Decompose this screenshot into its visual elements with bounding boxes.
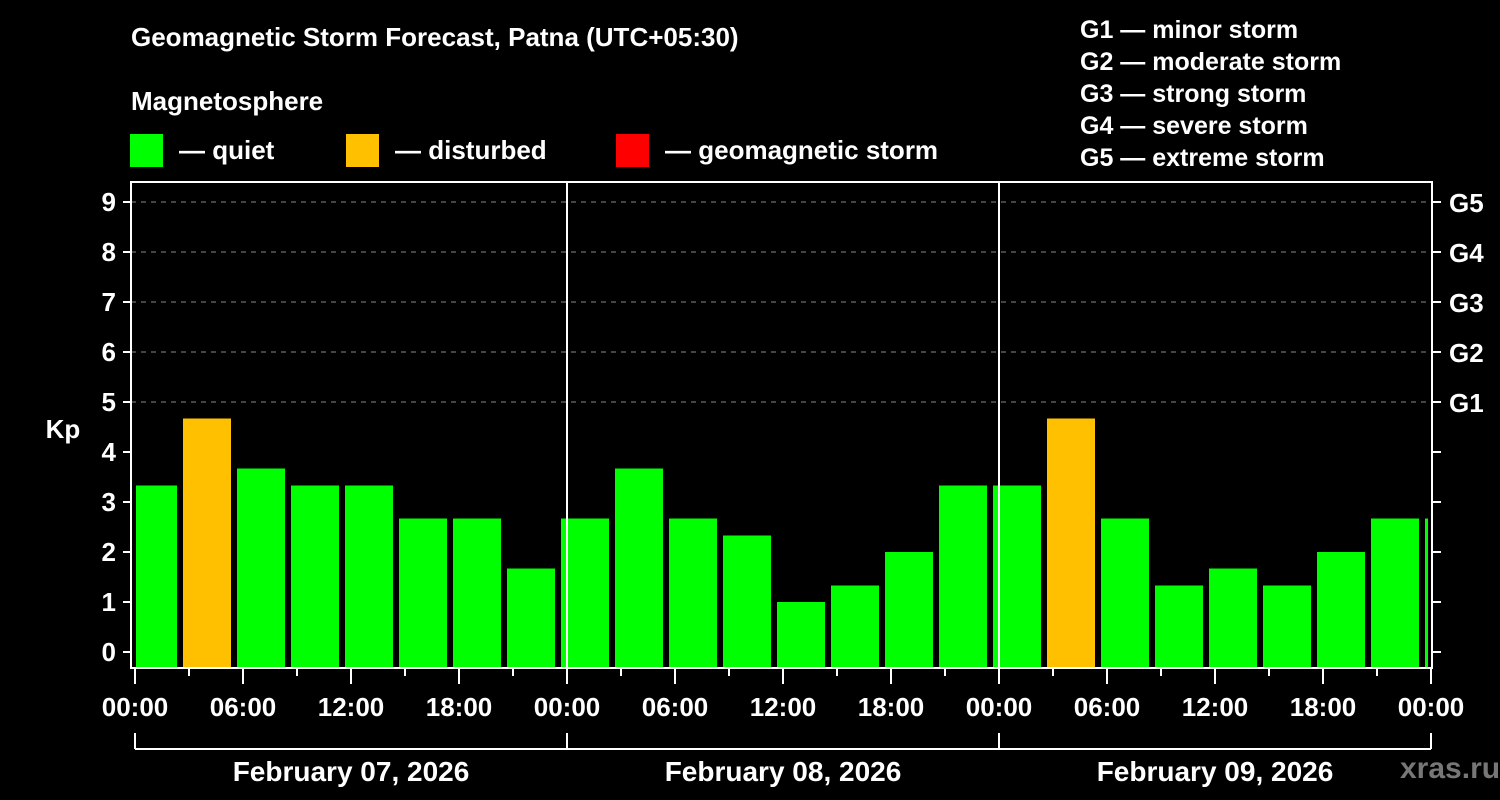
quiet-swatch-icon [130,133,163,167]
y-tick-label: 8 [102,237,116,267]
disturbed-swatch-icon [346,133,379,167]
storm-scale-g4: G4 — severe storm [1080,112,1308,140]
y-axis-label: Kp [46,414,81,444]
x-tick-label: 00:00 [966,692,1033,722]
kp-bar [615,468,663,667]
kp-bar [1317,552,1365,667]
x-axis: 00:00 06:00 12:00 18:00 00:00 06:00 12:00 18:00… [102,668,1465,787]
kp-bar [777,602,825,667]
x-tick-label: 00:00 [1398,692,1465,722]
y-tick-label: 9 [102,187,116,217]
y-tick-label: 3 [102,487,116,517]
storm-scale-g2: G2 — moderate storm [1080,48,1342,76]
kp-bar [507,568,555,667]
kp-bar [993,485,1041,667]
legend-storm: — geomagnetic storm [616,133,938,167]
kp-bar [1263,585,1311,667]
x-tick-label: 00:00 [102,692,169,722]
kp-bar [723,535,771,667]
kp-bar [399,518,447,667]
storm-scale-g3: G3 — strong storm [1080,80,1307,108]
y-tick-label: 1 [102,587,116,617]
y-tick-label: 4 [102,437,117,467]
kp-bar [1209,568,1257,667]
kp-bar [136,485,177,667]
storm-level-label: G5 [1449,188,1484,218]
x-tick-label: 00:00 [534,692,601,722]
gridlines [131,201,1432,403]
kp-bar [1047,418,1095,667]
x-tick-label: 06:00 [1074,692,1141,722]
kp-bar [831,585,879,667]
storm-swatch-icon [616,133,649,167]
storm-level-label: G3 [1449,288,1484,318]
y-axis: 0 1 2 3 4 5 6 7 8 9 [102,187,131,667]
legend-quiet: — quiet [130,133,274,167]
y-tick-label: 6 [102,337,116,367]
kp-bar [1371,518,1419,667]
x-tick-label: 18:00 [1290,692,1357,722]
kp-bars [136,418,1428,667]
legend-heading: Magnetosphere [131,86,324,116]
kp-bar [1155,585,1203,667]
legend-storm-label: — geomagnetic storm [665,134,939,165]
x-tick-label: 12:00 [318,692,385,722]
y-tick-label: 2 [102,537,116,567]
kp-bar [453,518,501,667]
plot-frame [130,181,1433,669]
chart-title: Geomagnetic Storm Forecast, Patna (UTC+0… [131,22,739,52]
x-tick-label: 12:00 [750,692,817,722]
legend-disturbed-label: — disturbed [395,134,547,165]
legend-disturbed: — disturbed [346,133,547,167]
storm-scale-g5: G5 — extreme storm [1080,144,1325,172]
x-tick-label: 12:00 [1182,692,1249,722]
storm-level-label: G2 [1449,338,1484,368]
y-tick-label: 0 [102,637,116,667]
kp-bar [561,518,609,667]
kp-bar [885,552,933,667]
kp-bar [1425,518,1428,667]
y-tick-label: 5 [102,387,116,417]
x-tick-label: 18:00 [858,692,925,722]
kp-bar [291,485,339,667]
kp-bar [1101,518,1149,667]
day-label: February 07, 2026 [233,756,470,787]
x-tick-label: 06:00 [642,692,709,722]
watermark: xras.ru [1400,752,1500,785]
kp-bar [669,518,717,667]
kp-bar [345,485,393,667]
day-label: February 09, 2026 [1097,756,1334,787]
storm-scale-g1: G1 — minor storm [1080,16,1299,44]
storm-level-label: G1 [1449,388,1484,418]
kp-bar [237,468,285,667]
legend-quiet-label: — quiet [179,134,275,165]
x-tick-label: 18:00 [426,692,493,722]
storm-scale-legend: G1 — minor storm G2 — moderate storm G3 … [1080,14,1341,174]
storm-level-axis: G1 G2 G3 G4 G5 [1432,188,1484,653]
x-tick-label: 06:00 [210,692,277,722]
storm-level-label: G4 [1449,238,1484,268]
kp-bar [183,418,231,667]
day-label: February 08, 2026 [665,756,902,787]
kp-bar [939,485,987,667]
y-tick-label: 7 [102,287,116,317]
